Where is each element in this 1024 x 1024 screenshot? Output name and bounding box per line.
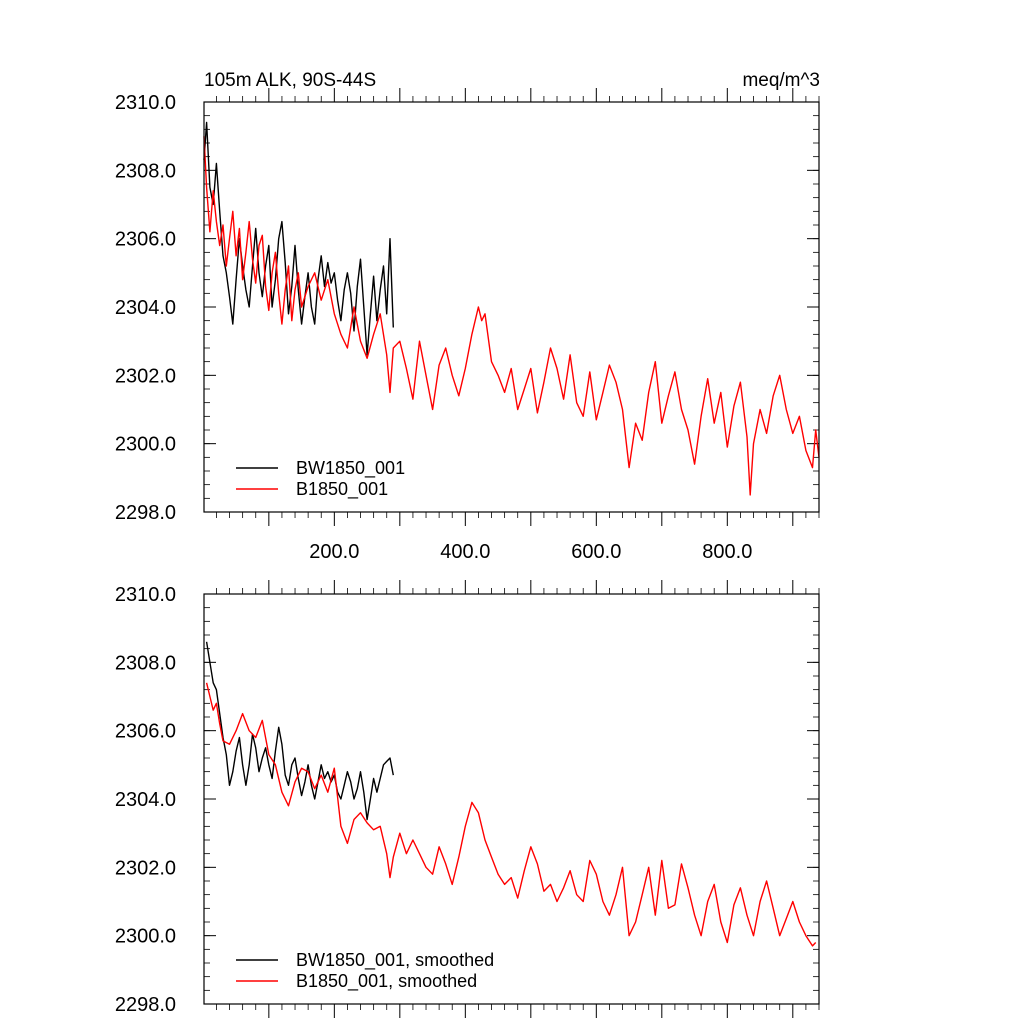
top-panel: 105m ALK, 90S-44S meq/m^3 2298.0 2300.0 23… bbox=[115, 70, 820, 563]
bottom-panel: 2298.0 2300.0 2302.0 2304.0 2306.0 2308.0 2310… bbox=[115, 580, 820, 1018]
x-tick-label: 400.0 bbox=[440, 541, 490, 563]
legend-label: BW1850_001, smoothed bbox=[296, 950, 494, 971]
legend-label: B1850_001, smoothed bbox=[296, 971, 477, 992]
y-tick-labels: 2298.0 2300.0 2302.0 2304.0 2306.0 2308.0 2310… bbox=[115, 92, 176, 524]
plot-frame bbox=[203, 101, 820, 513]
y-tick-label: 2308.0 bbox=[115, 652, 176, 674]
y-tick-label: 2310.0 bbox=[115, 92, 176, 114]
units-label: meq/m^3 bbox=[742, 70, 820, 91]
y-tick-labels: 2298.0 2300.0 2302.0 2304.0 2306.0 2308.0 2310… bbox=[115, 584, 176, 1016]
y-tick-label: 2306.0 bbox=[115, 229, 176, 251]
y-tick-label: 2302.0 bbox=[115, 365, 176, 387]
series-line-black bbox=[205, 641, 394, 821]
x-tick-label: 200.0 bbox=[309, 541, 359, 563]
series-line-red bbox=[203, 136, 820, 496]
y-tick-label: 2298.0 bbox=[115, 502, 176, 524]
y-tick-label: 2308.0 bbox=[115, 160, 176, 182]
y-tick-label: 2298.0 bbox=[115, 994, 176, 1016]
plot-frame bbox=[203, 593, 820, 1005]
y-tick-label: 2300.0 bbox=[115, 434, 176, 456]
y-tick-label: 2306.0 bbox=[115, 721, 176, 743]
x-tick-label: 800.0 bbox=[702, 541, 752, 563]
legend-label: BW1850_001 bbox=[296, 458, 405, 479]
y-tick-label: 2310.0 bbox=[115, 584, 176, 606]
y-tick-label: 2304.0 bbox=[115, 297, 176, 319]
x-tick-label: 600.0 bbox=[571, 541, 621, 563]
series-lines bbox=[205, 641, 817, 947]
y-tick-label: 2304.0 bbox=[115, 789, 176, 811]
series-line-red bbox=[205, 682, 817, 947]
x-tick-labels: 200.0 400.0 600.0 800.0 bbox=[309, 541, 752, 563]
series-lines bbox=[203, 121, 820, 496]
panel-title: 105m ALK, 90S-44S bbox=[204, 70, 376, 91]
series-line-black bbox=[203, 121, 394, 356]
legend-label: B1850_001 bbox=[296, 479, 388, 500]
y-tick-label: 2302.0 bbox=[115, 857, 176, 879]
y-tick-label: 2300.0 bbox=[115, 926, 176, 948]
